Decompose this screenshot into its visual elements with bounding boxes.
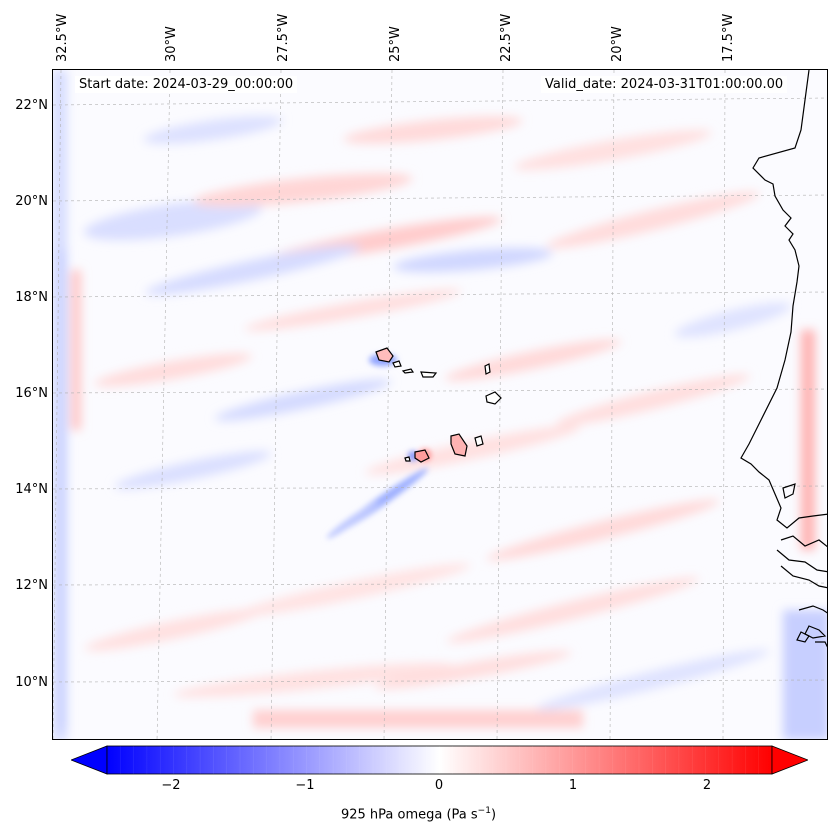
colorbar-tick-m2: −2: [161, 778, 181, 793]
gridlines: [53, 70, 827, 739]
lat-tick-16n: 16°N: [15, 386, 48, 401]
island-maio: [474, 435, 484, 447]
lat-tick-12n: 12°N: [15, 578, 48, 593]
coastline: [740, 70, 827, 648]
valid-date-label: Valid_date: 2024-03-31T01:00:00.00: [541, 76, 788, 93]
lon-tick-30w: 30°W: [164, 26, 179, 62]
lon-tick-20w: 20°W: [610, 26, 625, 62]
colorbar-body: [106, 745, 773, 775]
island-sal: [484, 363, 491, 375]
lon-tick-27-5w: 27.5°W: [276, 13, 291, 62]
lat-tick-14n: 14°N: [15, 482, 48, 497]
lon-tick-22-5w: 22.5°W: [499, 13, 514, 62]
colorbar-extend-min: [69, 745, 108, 775]
colorbar-tick-0: 0: [434, 778, 444, 793]
field-bottom-positive: [253, 710, 583, 728]
lat-tick-18n: 18°N: [15, 290, 48, 305]
colorbar-label-main: 925 hPa omega (Pa s: [340, 807, 478, 823]
colorbar-bands: [120, 746, 759, 774]
start-date-label: Start date: 2024-03-29_00:00:00: [75, 76, 298, 93]
lon-tick-25w: 25°W: [388, 26, 403, 62]
colorbar-ticks: −2 −1 0 1 2: [0, 778, 837, 796]
field-right-edge-negative: [783, 610, 827, 739]
colorbar: [69, 745, 810, 775]
island-santiago: [450, 433, 468, 457]
colorbar-extend-max: [771, 745, 810, 775]
colorbar-svg: [69, 745, 810, 775]
lon-tick-32-5w: 32.5°W: [55, 13, 70, 62]
colorbar-tick-m1: −1: [295, 778, 315, 793]
island-brava: [404, 456, 411, 462]
colorbar-tick-1: 1: [568, 778, 578, 793]
field-left-edge-negative-2: [57, 250, 67, 730]
colorbar-tick-2: 2: [702, 778, 712, 793]
lat-tick-10n: 10°N: [15, 675, 48, 690]
island-small-sal-east: [420, 371, 438, 378]
omega-field-map: [53, 70, 827, 739]
lat-tick-22n: 22°N: [15, 98, 48, 113]
colorbar-label: 925 hPa omega (Pa s−1): [0, 806, 837, 822]
island-sao-vicente: [392, 360, 402, 368]
field-right-edge-positive: [801, 330, 815, 550]
omega-field: [53, 70, 827, 739]
field-left-edge-positive: [71, 270, 81, 430]
colorbar-label-exponent: −1: [477, 806, 491, 816]
map-panel: [52, 69, 828, 740]
lat-tick-20n: 20°N: [15, 194, 48, 209]
island-fogo: [414, 449, 430, 463]
island-boa-vista: [485, 391, 502, 405]
colorbar-label-close: ): [490, 807, 497, 823]
cape-verde-islands: [375, 347, 502, 463]
island-sao-nicolau: [401, 368, 415, 374]
island-santo-antao: [375, 347, 394, 363]
lon-tick-17-5w: 17.5°W: [721, 13, 736, 62]
